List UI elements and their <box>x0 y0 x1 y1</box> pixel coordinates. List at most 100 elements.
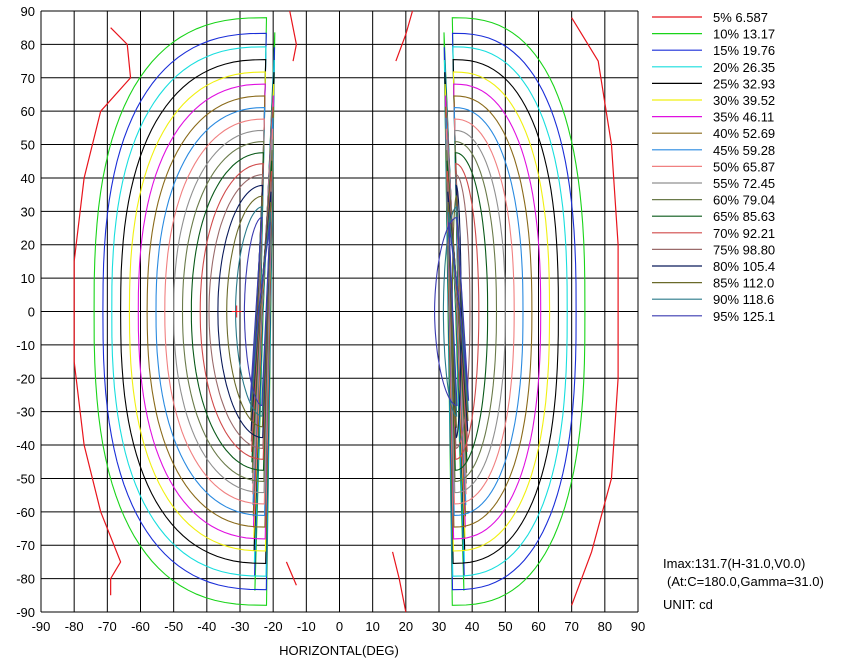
contour-line <box>443 17 586 606</box>
y-tick-label: -70 <box>16 538 35 553</box>
x-tick-label: 50 <box>498 619 512 634</box>
contour-line <box>446 141 498 482</box>
at-annotation: (At:C=180.0,Gamma=31.0) <box>667 574 824 589</box>
y-tick-label: -40 <box>16 438 35 453</box>
contour-line <box>443 32 577 591</box>
y-tick-label: -50 <box>16 471 35 486</box>
contour-line <box>289 10 297 62</box>
y-tick-label: 70 <box>21 71 35 86</box>
y-tick-label: 80 <box>21 37 35 52</box>
contour-line <box>444 71 551 552</box>
y-tick-label: -90 <box>16 605 35 620</box>
y-tick-label: -10 <box>16 338 35 353</box>
legend-label: 80% 105.4 <box>713 259 775 274</box>
contour-line <box>120 59 275 564</box>
x-tick-label: 0 <box>336 619 343 634</box>
contour-line <box>128 71 275 552</box>
legend-label: 10% 13.17 <box>713 27 775 42</box>
imax-annotation: Imax:131.7(H-31.0,V0.0) <box>663 556 805 571</box>
x-tick-label: -70 <box>98 619 117 634</box>
contour-line <box>571 17 619 606</box>
legend-label: 65% 85.63 <box>713 209 775 224</box>
x-tick-label: -30 <box>231 619 250 634</box>
y-tick-label: 20 <box>21 238 35 253</box>
contour-line <box>155 107 274 516</box>
contour-line <box>434 216 470 407</box>
contour-line <box>173 129 273 494</box>
contour-line <box>93 17 276 606</box>
y-tick-label: 90 <box>21 4 35 19</box>
legend-label: 20% 26.35 <box>713 60 775 75</box>
legend-label: 60% 79.04 <box>713 193 775 208</box>
y-tick-label: 30 <box>21 204 35 219</box>
contour-line <box>164 118 274 505</box>
contour-line <box>395 10 414 62</box>
x-tick-label: -20 <box>264 619 283 634</box>
contour-lines <box>73 10 619 613</box>
contour-line <box>226 195 272 428</box>
contour-line <box>445 118 515 505</box>
peak-marker-layer <box>231 305 242 318</box>
x-tick-label: 80 <box>598 619 612 634</box>
legend-label: 35% 46.11 <box>713 110 774 125</box>
x-tick-label: 60 <box>531 619 545 634</box>
x-tick-label: -80 <box>65 619 84 634</box>
contour-line <box>181 141 273 482</box>
x-tick-label: 20 <box>399 619 413 634</box>
contour-line <box>444 83 542 540</box>
y-tick-label: 60 <box>21 104 35 119</box>
x-tick-label: 40 <box>465 619 479 634</box>
legend-label: 25% 32.93 <box>713 76 775 91</box>
contour-line <box>391 551 407 613</box>
contour-line <box>190 152 273 471</box>
legend-label: 55% 72.45 <box>713 176 775 191</box>
legend-label: 45% 59.28 <box>713 143 775 158</box>
contour-line <box>443 46 568 577</box>
y-tick-label: -60 <box>16 505 35 520</box>
contour-line <box>217 184 272 439</box>
legend-label: 95% 125.1 <box>713 309 775 324</box>
y-tick-labels: 90 80 70 60 50 40 30 20 10 0 -10 -20 -30 -40 -50 -60 -70… <box>16 4 35 620</box>
contour-line <box>447 173 471 450</box>
x-tick-labels: -90 -80 -70 -60 -50 -40 -30 -20 -10 0 10 20 30 40 50 60… <box>32 619 646 634</box>
y-tick-label: 10 <box>21 271 35 286</box>
contour-line <box>445 129 506 494</box>
x-tick-label: -40 <box>197 619 216 634</box>
x-tick-label: -90 <box>32 619 51 634</box>
legend-label: 40% 52.69 <box>713 126 775 141</box>
contour-line <box>285 561 297 586</box>
legend-label: 30% 39.52 <box>713 93 775 108</box>
x-axis-title: HORIZONTAL(DEG) <box>279 643 399 658</box>
x-tick-label: -10 <box>297 619 316 634</box>
legend-label: 15% 19.76 <box>713 43 775 58</box>
grid <box>40 10 639 613</box>
contour-line <box>102 32 276 591</box>
contour-line <box>146 95 274 528</box>
x-tick-label: -60 <box>131 619 150 634</box>
x-tick-label: 30 <box>432 619 446 634</box>
x-tick-label: 10 <box>365 619 379 634</box>
contour-line <box>199 163 273 460</box>
y-tick-label: 0 <box>28 305 35 320</box>
legend-label: 75% 98.80 <box>713 242 775 257</box>
legend-label: 70% 92.21 <box>713 226 775 241</box>
contour-line <box>137 83 274 540</box>
legend-label: 5% 6.587 <box>713 10 768 25</box>
contour-line <box>447 184 469 439</box>
legend-label: 85% 112.0 <box>713 276 774 291</box>
y-tick-label: -30 <box>16 405 35 420</box>
contour-line <box>444 59 559 564</box>
contour-line <box>446 152 489 471</box>
y-tick-label: 50 <box>21 138 35 153</box>
x-tick-label: -50 <box>164 619 183 634</box>
legend-label: 90% 118.6 <box>713 292 774 307</box>
contour-line <box>235 206 271 417</box>
contour-line <box>208 174 272 449</box>
y-tick-label: 40 <box>21 171 35 186</box>
contour-line <box>111 46 275 577</box>
x-tick-label: 70 <box>564 619 578 634</box>
unit-annotation: UNIT: cd <box>663 597 713 612</box>
y-tick-label: -80 <box>16 572 35 587</box>
